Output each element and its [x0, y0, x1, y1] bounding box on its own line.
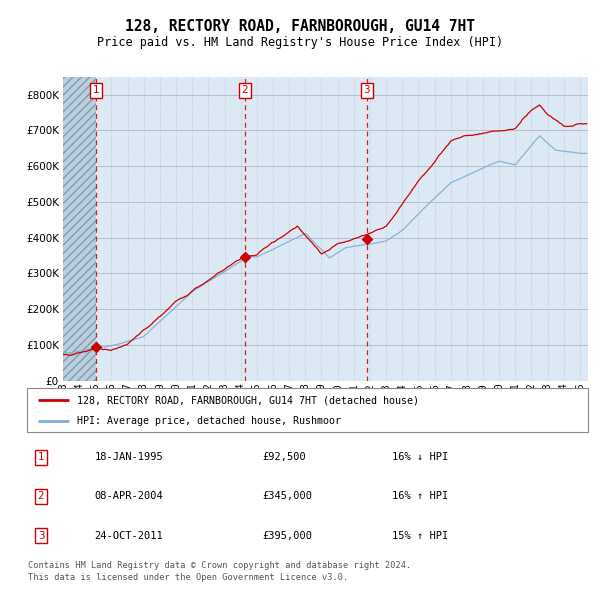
Text: HPI: Average price, detached house, Rushmoor: HPI: Average price, detached house, Rush… — [77, 416, 341, 426]
Text: £92,500: £92,500 — [263, 453, 307, 463]
Text: 3: 3 — [38, 530, 44, 540]
Text: £345,000: £345,000 — [263, 491, 313, 502]
Text: 24-OCT-2011: 24-OCT-2011 — [94, 530, 163, 540]
Text: 128, RECTORY ROAD, FARNBOROUGH, GU14 7HT (detached house): 128, RECTORY ROAD, FARNBOROUGH, GU14 7HT… — [77, 395, 419, 405]
Text: 08-APR-2004: 08-APR-2004 — [94, 491, 163, 502]
Text: £395,000: £395,000 — [263, 530, 313, 540]
Text: 1: 1 — [93, 86, 100, 96]
FancyBboxPatch shape — [27, 388, 588, 432]
Text: 2: 2 — [38, 491, 44, 502]
Text: 18-JAN-1995: 18-JAN-1995 — [94, 453, 163, 463]
Text: Price paid vs. HM Land Registry's House Price Index (HPI): Price paid vs. HM Land Registry's House … — [97, 36, 503, 49]
Text: Contains HM Land Registry data © Crown copyright and database right 2024.: Contains HM Land Registry data © Crown c… — [28, 560, 412, 570]
Text: 2: 2 — [242, 86, 248, 96]
Text: 16% ↓ HPI: 16% ↓ HPI — [392, 453, 448, 463]
Text: 128, RECTORY ROAD, FARNBOROUGH, GU14 7HT: 128, RECTORY ROAD, FARNBOROUGH, GU14 7HT — [125, 19, 475, 34]
Text: 3: 3 — [364, 86, 370, 96]
Text: This data is licensed under the Open Government Licence v3.0.: This data is licensed under the Open Gov… — [28, 572, 349, 582]
Text: 15% ↑ HPI: 15% ↑ HPI — [392, 530, 448, 540]
Text: 1: 1 — [38, 453, 44, 463]
Text: 16% ↑ HPI: 16% ↑ HPI — [392, 491, 448, 502]
